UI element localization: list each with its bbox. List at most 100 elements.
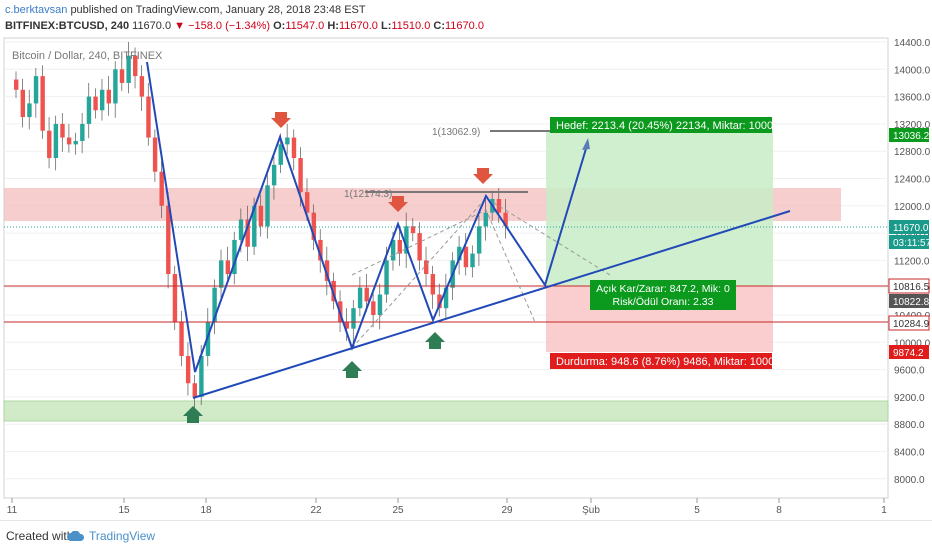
candle-down — [133, 55, 138, 77]
candle-down — [318, 239, 323, 261]
price-axis-tick: 14400.0 — [894, 38, 931, 49]
price-tag-stop: 9874.2 — [893, 348, 924, 359]
candle-down — [106, 89, 111, 104]
candle-up — [278, 144, 283, 165]
price-tag-stop-box — [889, 345, 929, 359]
price-chart[interactable]: 1(13062.9) 1(12174.3) Bitcoin / Dollar, … — [0, 0, 932, 520]
countdown: 03:11:57 — [893, 238, 932, 249]
publish-line: c.berktavsan published on TradingView.co… — [5, 4, 366, 16]
open-label: O: — [273, 20, 286, 32]
risk-reward-label: Risk/Ödül Oranı: 2.33 — [613, 296, 714, 308]
stop-label-box — [550, 353, 772, 369]
low-value: 11510.0 — [391, 20, 431, 32]
low-label: L: — [380, 20, 392, 32]
price-tag-current-box — [889, 220, 929, 234]
candle-up — [53, 123, 59, 159]
time-axis[interactable]: 11 15 18 22 25 29 Şub 5 8 1 — [7, 498, 887, 516]
price-axis-tick: 9200.0 — [894, 393, 925, 404]
candle-up — [219, 260, 224, 288]
candle-down — [139, 76, 145, 97]
price-tag-support: 10284.9 — [893, 319, 930, 330]
time-axis-tick: 18 — [200, 505, 212, 516]
candle-down — [463, 246, 469, 268]
candle-down — [119, 69, 125, 83]
price-tag-mid-box — [889, 294, 929, 308]
publish-info: published on TradingView.com, January 28… — [70, 4, 366, 16]
price-axis-tick: 11200.0 — [894, 256, 930, 267]
price-tag-mid: 10822.8 — [893, 297, 930, 308]
candle-up — [232, 239, 237, 275]
price-axis-tick: 11600.0 — [894, 229, 930, 240]
candle-up — [470, 253, 475, 268]
candle-up — [73, 140, 78, 145]
level-label-1: 1(13062.9) — [432, 127, 480, 138]
support-zone — [3, 400, 889, 422]
candle-down — [298, 158, 303, 193]
trough-marker-arrow-2 — [342, 361, 362, 378]
candle-down — [311, 212, 317, 240]
price-tag-entry: 10816.5 — [893, 282, 930, 293]
peak-marker-arrow-2 — [388, 196, 408, 212]
author-link[interactable]: c.berktavsan — [5, 4, 68, 16]
candle-down — [66, 137, 72, 145]
price-tag-entry-box — [888, 278, 930, 294]
time-axis-tick: 25 — [392, 505, 404, 516]
candle-up — [483, 212, 488, 227]
candle-down — [245, 219, 250, 247]
last-price: 11670.0 — [132, 20, 172, 32]
candle-down — [437, 294, 442, 309]
candle-down — [291, 137, 297, 159]
candle-down — [192, 383, 197, 397]
tradingview-logo-link[interactable]: TradingView — [89, 529, 156, 543]
candle-down — [331, 280, 336, 302]
candle-up — [99, 89, 105, 111]
candle-down — [47, 130, 52, 159]
candle-down — [397, 239, 402, 254]
tradingview-cloud-icon — [67, 531, 84, 541]
price-axis-tick: 9600.0 — [894, 366, 925, 377]
ascending-trendline — [192, 210, 791, 399]
candle-up — [285, 137, 290, 145]
candle-up — [443, 287, 449, 309]
candle-down — [503, 212, 508, 227]
target-label: Hedef: 2213.4 (20.45%) 22134, Miktar: 10… — [556, 120, 773, 132]
price-axis[interactable]: 14400.0 14000.0 13600.0 13200.0 12800.0 12400… — [894, 38, 931, 486]
pnl-box — [590, 280, 736, 310]
level-label-2: 1(12174.3) — [344, 189, 392, 200]
candle-down — [424, 260, 429, 275]
candle-up — [199, 355, 204, 397]
created-with-label: Created with — [6, 529, 74, 543]
time-axis-tick: 1 — [881, 505, 887, 516]
candle-up — [86, 96, 92, 124]
close-value: 11670.0 — [445, 20, 484, 32]
candle-down — [93, 96, 98, 111]
candle-up — [384, 260, 389, 295]
candle-down — [364, 287, 369, 302]
candle-up — [271, 164, 277, 186]
candle-up — [113, 69, 118, 104]
high-label: H: — [327, 20, 339, 32]
candle-up — [80, 123, 85, 141]
chart-watermark: Bitcoin / Dollar, 240, BITFINEX — [12, 50, 163, 62]
candle-down — [371, 301, 376, 315]
time-axis-tick: 22 — [310, 505, 322, 516]
candle-down — [172, 274, 178, 322]
candle-down — [40, 76, 45, 131]
stop-label: Durdurma: 948.6 (8.76%) 9486, Miktar: 10… — [556, 356, 774, 368]
candle-up — [377, 294, 383, 315]
open-value: 11547.0 — [285, 20, 325, 32]
countdown-box — [889, 235, 929, 249]
candle-up — [212, 287, 217, 322]
projection-dashed-2 — [351, 209, 536, 323]
footer: Created with TradingView — [0, 520, 932, 551]
time-axis-tick: 11 — [7, 505, 18, 516]
ohlc-line: BITFINEX:BTCUSD, 240 11670.0 ▼ −158.0 (−… — [5, 20, 484, 32]
target-label-box — [550, 117, 772, 133]
candle-down — [20, 89, 26, 118]
close-label: C: — [433, 20, 445, 32]
candle-up — [126, 55, 131, 83]
candle-down — [258, 205, 264, 227]
price-change: ▼ −158.0 (−1.34%) — [174, 20, 271, 32]
candle-up — [33, 76, 39, 104]
price-tag-target: 13036.2 — [893, 131, 930, 142]
